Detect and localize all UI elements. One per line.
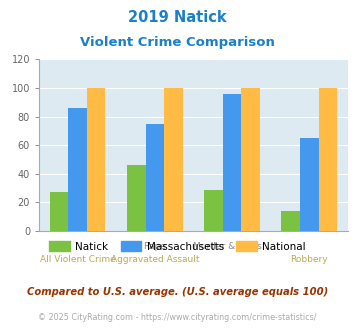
Bar — [127, 165, 146, 231]
Text: © 2025 CityRating.com - https://www.cityrating.com/crime-statistics/: © 2025 CityRating.com - https://www.city… — [38, 313, 317, 322]
Bar — [50, 192, 69, 231]
Text: Murder & Mans...: Murder & Mans... — [193, 243, 271, 251]
Bar — [69, 108, 87, 231]
Bar — [318, 88, 337, 231]
Bar — [146, 124, 164, 231]
Bar — [282, 211, 300, 231]
Text: All Violent Crime: All Violent Crime — [40, 255, 115, 264]
Bar — [164, 88, 183, 231]
Bar — [223, 94, 241, 231]
Bar — [87, 88, 105, 231]
Text: Compared to U.S. average. (U.S. average equals 100): Compared to U.S. average. (U.S. average … — [27, 287, 328, 297]
Text: 2019 Natick: 2019 Natick — [128, 10, 227, 25]
Text: Rape: Rape — [143, 243, 166, 251]
Text: Violent Crime Comparison: Violent Crime Comparison — [80, 36, 275, 49]
Legend: Natick, Massachusetts, National: Natick, Massachusetts, National — [49, 241, 306, 252]
Bar — [241, 88, 260, 231]
Bar — [300, 138, 318, 231]
Text: Aggravated Assault: Aggravated Assault — [111, 255, 199, 264]
Bar — [204, 189, 223, 231]
Text: Robbery: Robbery — [290, 255, 328, 264]
